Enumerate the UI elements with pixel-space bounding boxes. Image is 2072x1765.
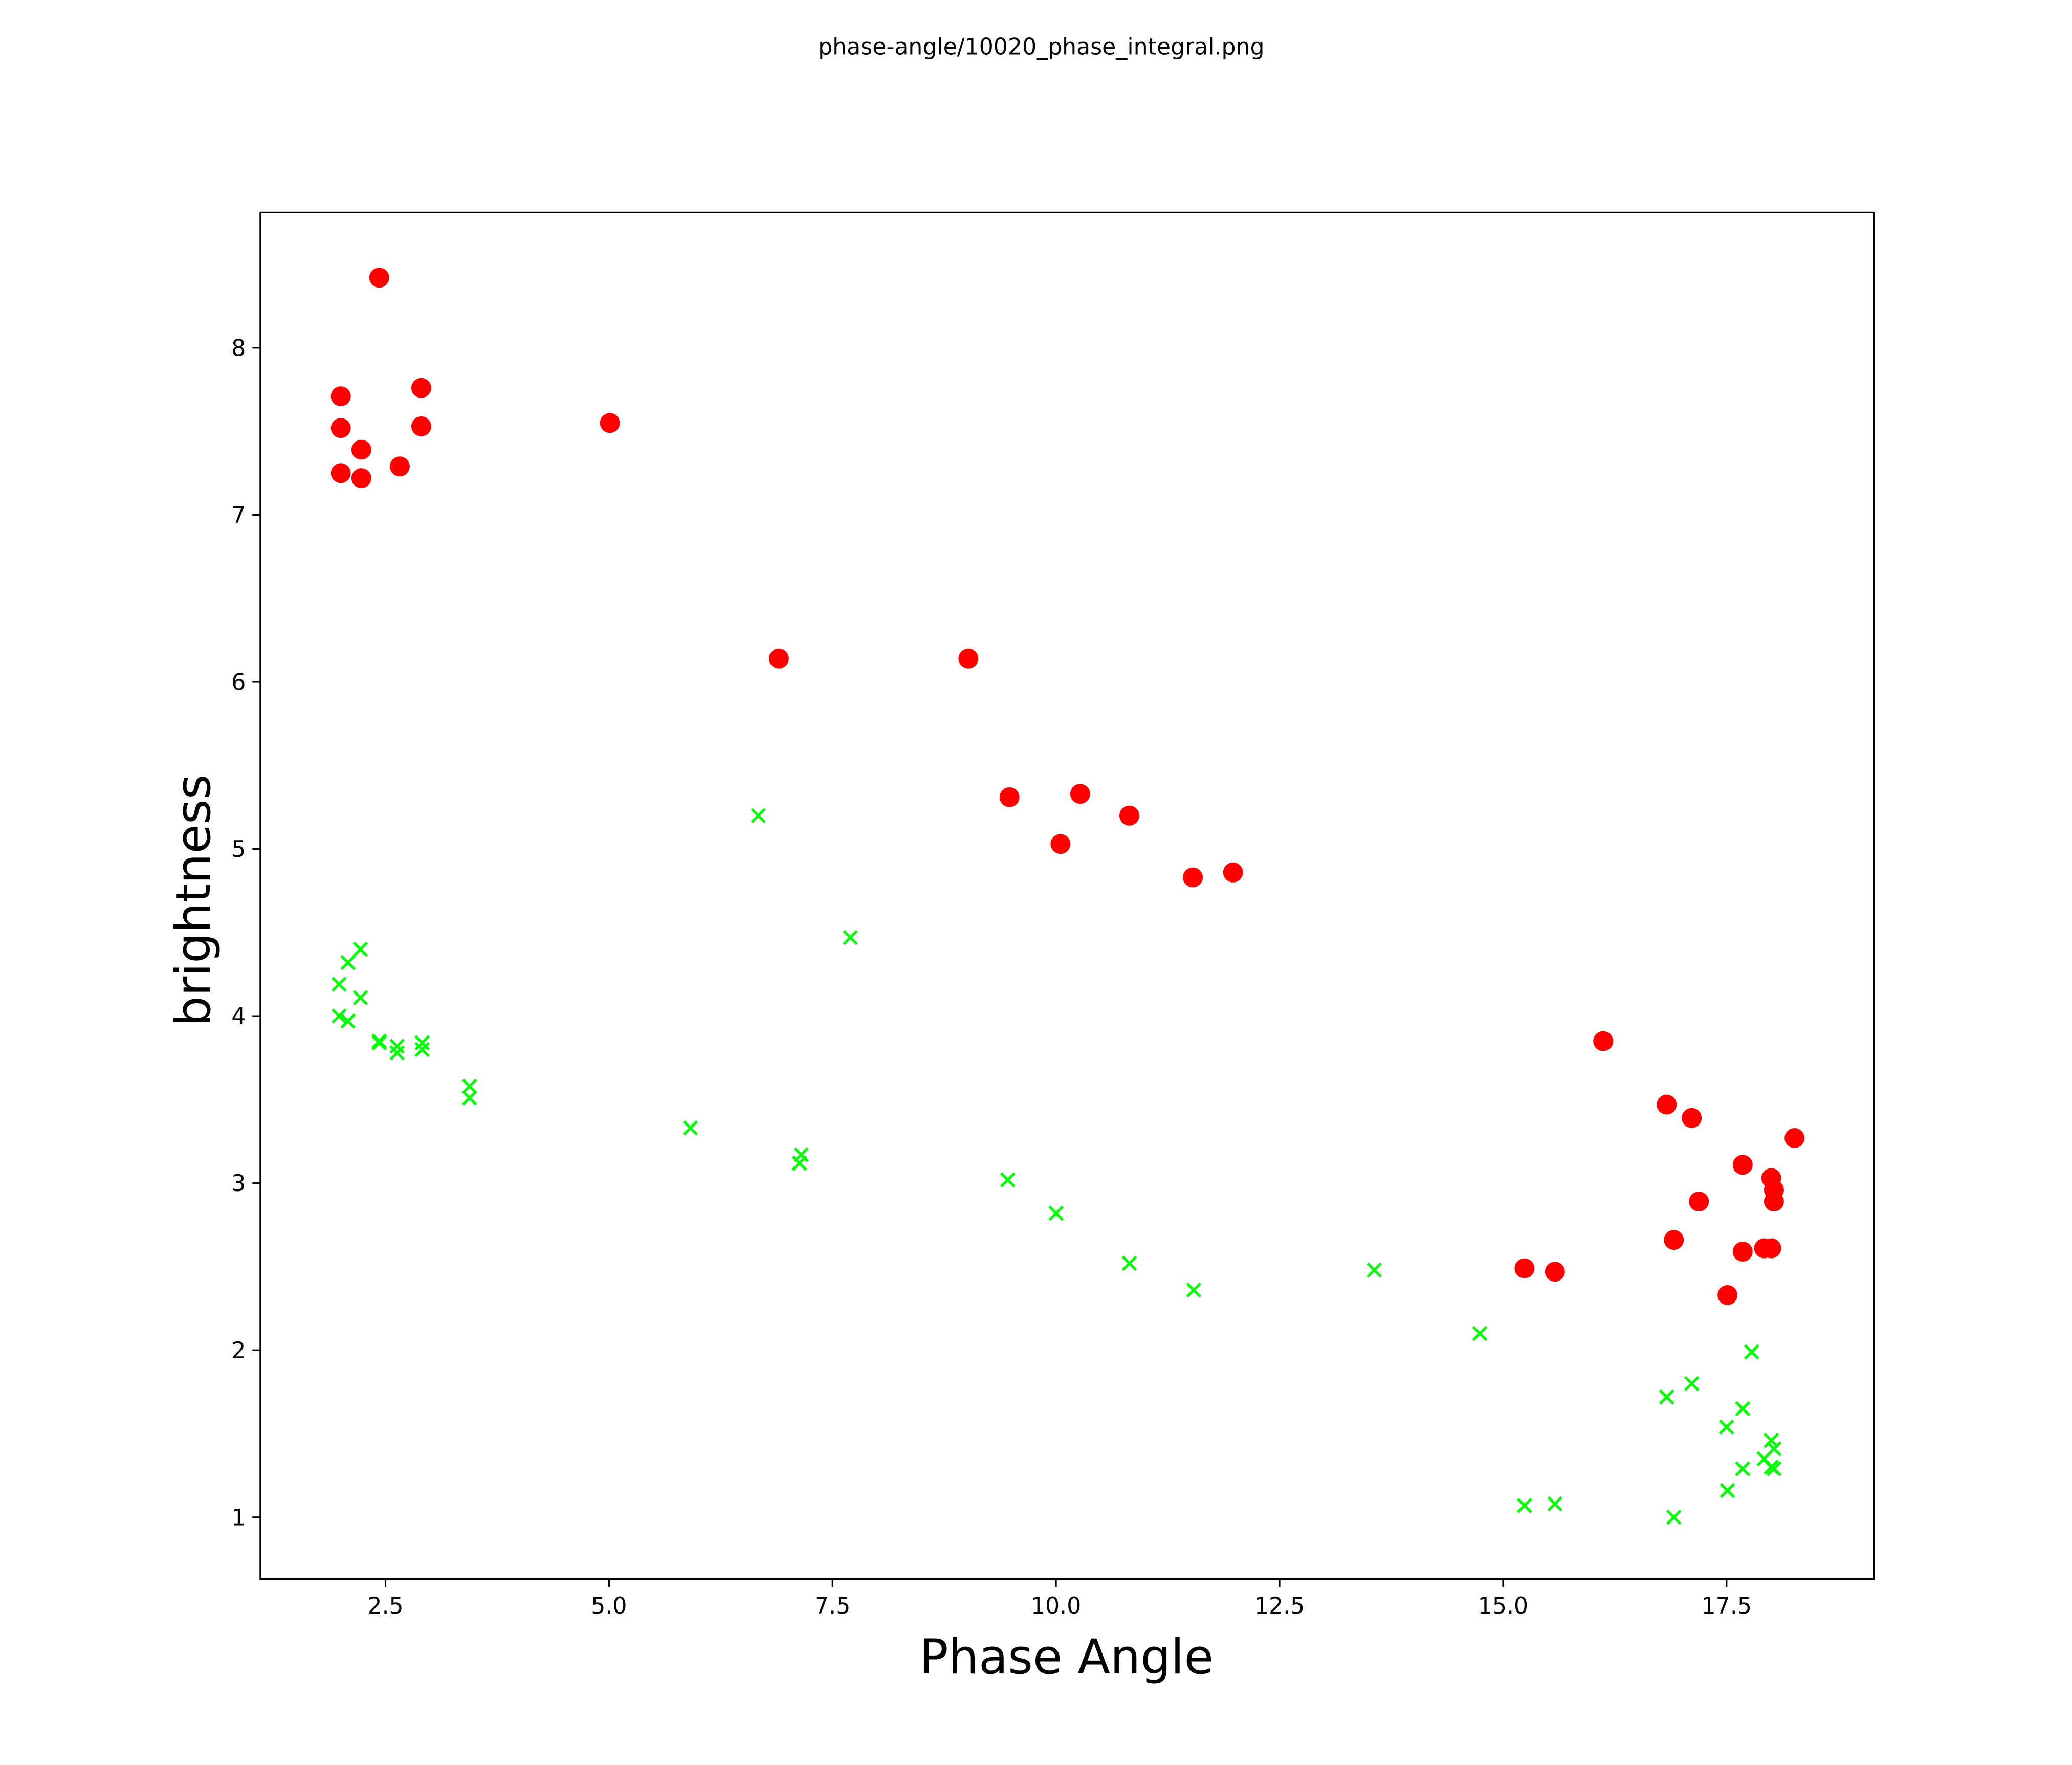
green-cross-point [751, 808, 766, 824]
green-cross-point [1764, 1432, 1779, 1448]
plot-frame [259, 211, 1875, 1580]
green-cross-point [1744, 1344, 1759, 1360]
green-cross-point [1666, 1509, 1682, 1525]
green-cross-point [461, 1090, 477, 1106]
y-axis-label: brightness [166, 775, 222, 1027]
green-cross-point [1547, 1496, 1563, 1512]
x-tick-label: 17.5 [1702, 1593, 1752, 1619]
y-tick-label: 5 [231, 836, 246, 863]
y-tick-label: 1 [231, 1505, 246, 1531]
red-circle-point [1119, 805, 1139, 826]
green-cross-point [414, 1035, 430, 1051]
green-cross-point [1684, 1376, 1700, 1392]
green-cross-point [682, 1120, 698, 1136]
x-axis-label: Phase Angle [919, 1629, 1214, 1685]
red-circle-point [330, 418, 351, 438]
x-tick-label: 5.0 [591, 1593, 627, 1619]
green-cross-point [1766, 1461, 1782, 1476]
green-cross-point [1719, 1419, 1734, 1435]
red-circle-point [600, 413, 620, 433]
y-tick-label: 8 [231, 335, 246, 361]
x-tick-label: 7.5 [814, 1593, 850, 1619]
red-circle-point [1514, 1258, 1535, 1278]
red-circle-point [1764, 1192, 1784, 1212]
green-cross-point [1048, 1205, 1064, 1221]
green-cross-point [331, 1008, 347, 1024]
red-circle-point [999, 787, 1020, 807]
red-circle-point [351, 468, 371, 489]
green-cross-point [1735, 1461, 1751, 1476]
y-tick-label: 2 [231, 1338, 246, 1364]
x-tick-label: 2.5 [367, 1593, 403, 1619]
red-circle-point [1784, 1128, 1805, 1148]
red-circle-point [1664, 1230, 1684, 1250]
green-cross-point [1517, 1498, 1532, 1513]
green-cross-point [352, 941, 368, 957]
red-circle-point [330, 386, 351, 407]
green-cross-point [371, 1035, 387, 1051]
red-circle-point [1545, 1262, 1565, 1282]
y-tick-label: 7 [231, 502, 246, 528]
x-tick-label: 12.5 [1254, 1593, 1305, 1619]
x-tick-label: 10.0 [1031, 1593, 1081, 1619]
y-tick-label: 4 [231, 1004, 246, 1030]
green-cross-point [1472, 1326, 1488, 1341]
y-tick-label: 3 [231, 1171, 246, 1197]
chart-title: phase-angle/10020_phase_integral.png [818, 34, 1264, 60]
green-cross-point [461, 1078, 477, 1094]
green-cross-point [331, 977, 347, 992]
red-circle-point [1732, 1155, 1753, 1175]
green-cross-point [340, 955, 356, 970]
green-cross-point [1186, 1282, 1202, 1298]
green-cross-point [791, 1155, 807, 1171]
red-circle-point [1761, 1238, 1781, 1259]
green-cross-point [1366, 1262, 1382, 1278]
red-circle-point [1682, 1108, 1702, 1128]
green-cross-point [1121, 1255, 1137, 1271]
red-circle-point [1593, 1031, 1614, 1051]
x-axis: 2.5 5.0 7.5 10.0 12.5 15.0 17.5 [367, 1579, 1752, 1619]
green-cross-point [340, 1013, 356, 1029]
green-cross-point [389, 1045, 405, 1061]
red-circle-point [1070, 784, 1090, 804]
red-circle-point [768, 648, 789, 669]
green-cross-point [414, 1042, 430, 1057]
red-circle-point [1689, 1192, 1709, 1212]
red-circle-point [1223, 862, 1243, 882]
red-circle-point [411, 378, 431, 398]
red-circle-point [1657, 1094, 1677, 1115]
green-cross-point [1735, 1401, 1751, 1417]
green-cross-point [1659, 1389, 1674, 1405]
y-axis: 1 2 3 4 5 6 7 8 [231, 335, 260, 1531]
green-cross-point [352, 990, 368, 1005]
green-cross-point [389, 1039, 405, 1054]
red-circle-point [389, 456, 410, 477]
red-circle-point [330, 463, 351, 483]
green-cross-point [1000, 1172, 1016, 1187]
red-circle-point [411, 416, 431, 436]
red-circle-point [351, 439, 371, 460]
red-circle-point [1732, 1242, 1753, 1262]
green-cross-point [1720, 1483, 1735, 1498]
red-circle-point [1717, 1285, 1738, 1305]
green-cross-point [843, 930, 858, 945]
red-circle-point [369, 268, 389, 288]
plot-marks [330, 268, 1805, 1525]
red-circle-point [1183, 867, 1203, 888]
red-circle-point [1050, 834, 1071, 854]
x-tick-label: 15.0 [1478, 1593, 1528, 1619]
y-tick-label: 6 [231, 670, 246, 696]
red-circle-point [958, 648, 979, 669]
